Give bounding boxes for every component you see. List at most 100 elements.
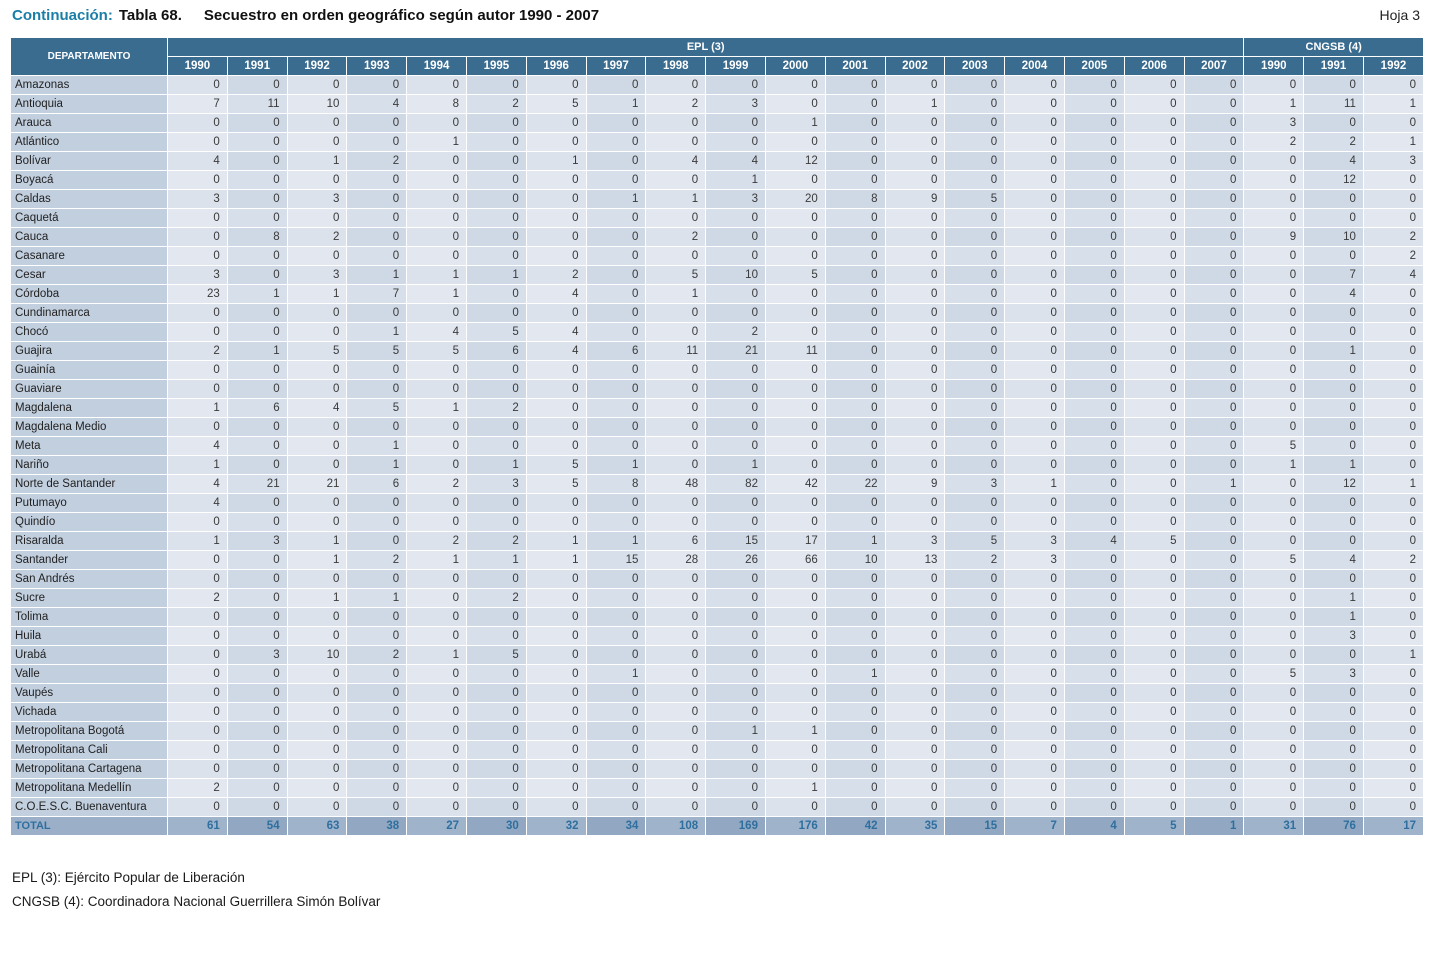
- value-cell: 0: [765, 95, 825, 113]
- value-cell: 2: [347, 551, 407, 569]
- value-cell: 0: [1244, 570, 1304, 588]
- department-cell: Boyacá: [11, 171, 167, 189]
- table-row: Cesar 3 0 3 1 1 1 2 0 5 10 5 0 0 0 0 0 0 0 0 7 4: [11, 266, 1423, 284]
- value-cell: 0: [885, 437, 945, 455]
- value-cell: 0: [586, 114, 646, 132]
- value-cell: 0: [1124, 627, 1184, 645]
- value-cell: 0: [287, 684, 347, 702]
- value-cell: 0: [466, 798, 526, 816]
- value-cell: 0: [1064, 779, 1124, 797]
- value-cell: 0: [1363, 608, 1423, 626]
- value-cell: 0: [407, 703, 466, 721]
- value-cell: 0: [526, 171, 586, 189]
- value-cell: 3: [706, 95, 765, 113]
- value-cell: 0: [287, 209, 347, 227]
- value-cell: 0: [1244, 399, 1304, 417]
- value-cell: 2: [347, 646, 407, 664]
- value-cell: 0: [287, 418, 347, 436]
- value-cell: 4: [706, 152, 765, 170]
- value-cell: 0: [586, 133, 646, 151]
- value-cell: 0: [706, 114, 765, 132]
- value-cell: 0: [1363, 741, 1423, 759]
- value-cell: 5: [1244, 551, 1304, 569]
- value-cell: 0: [526, 209, 586, 227]
- value-cell: 1: [168, 532, 227, 550]
- value-cell: 0: [885, 76, 945, 94]
- value-cell: 0: [885, 114, 945, 132]
- value-cell: 0: [1363, 684, 1423, 702]
- value-cell: 0: [227, 171, 287, 189]
- department-cell: Quindío: [11, 513, 167, 531]
- value-cell: 0: [1005, 133, 1064, 151]
- value-cell: 4: [407, 323, 466, 341]
- value-cell: 0: [825, 589, 885, 607]
- value-cell: 0: [945, 342, 1005, 360]
- value-cell: 1: [287, 532, 347, 550]
- total-value-cell: 42: [825, 817, 885, 835]
- value-cell: 0: [765, 380, 825, 398]
- value-cell: 0: [885, 513, 945, 531]
- value-cell: 0: [1124, 722, 1184, 740]
- value-cell: 1: [1184, 475, 1244, 493]
- value-cell: 0: [765, 627, 825, 645]
- value-cell: 0: [1184, 266, 1244, 284]
- value-cell: 0: [945, 76, 1005, 94]
- value-cell: 10: [1304, 228, 1363, 246]
- value-cell: 0: [885, 209, 945, 227]
- value-cell: 0: [1244, 285, 1304, 303]
- value-cell: 0: [407, 722, 466, 740]
- value-cell: 0: [945, 760, 1005, 778]
- value-cell: 5: [945, 190, 1005, 208]
- value-cell: 0: [347, 171, 407, 189]
- value-cell: 0: [466, 608, 526, 626]
- value-cell: 0: [407, 437, 466, 455]
- value-cell: 0: [945, 247, 1005, 265]
- value-cell: 0: [227, 247, 287, 265]
- value-cell: 0: [1124, 551, 1184, 569]
- value-cell: 1: [825, 665, 885, 683]
- value-cell: 0: [646, 418, 706, 436]
- value-cell: 0: [586, 760, 646, 778]
- total-value-cell: 31: [1244, 817, 1304, 835]
- value-cell: 5: [526, 95, 586, 113]
- value-cell: 0: [1064, 760, 1124, 778]
- value-cell: 2: [466, 399, 526, 417]
- value-cell: 0: [407, 589, 466, 607]
- value-cell: 0: [466, 703, 526, 721]
- value-cell: 0: [1124, 342, 1184, 360]
- value-cell: 0: [227, 741, 287, 759]
- department-cell: Caquetá: [11, 209, 167, 227]
- value-cell: 0: [885, 304, 945, 322]
- value-cell: 0: [1363, 380, 1423, 398]
- value-cell: 1: [646, 285, 706, 303]
- value-cell: 0: [706, 779, 765, 797]
- value-cell: 0: [1304, 209, 1363, 227]
- year-header: 1992: [1363, 57, 1423, 75]
- value-cell: 0: [1064, 380, 1124, 398]
- value-cell: 0: [646, 380, 706, 398]
- value-cell: 0: [1184, 437, 1244, 455]
- value-cell: 0: [825, 114, 885, 132]
- value-cell: 0: [646, 589, 706, 607]
- value-cell: 0: [1124, 779, 1184, 797]
- value-cell: 10: [287, 95, 347, 113]
- value-cell: 0: [1124, 152, 1184, 170]
- value-cell: 1: [347, 589, 407, 607]
- value-cell: 0: [1184, 399, 1244, 417]
- value-cell: 0: [825, 304, 885, 322]
- year-header: 2005: [1064, 57, 1124, 75]
- value-cell: 1: [1304, 456, 1363, 474]
- value-cell: 0: [1124, 418, 1184, 436]
- value-cell: 0: [825, 152, 885, 170]
- value-cell: 0: [825, 798, 885, 816]
- value-cell: 1: [1363, 95, 1423, 113]
- value-cell: 1: [347, 323, 407, 341]
- value-cell: 17: [765, 532, 825, 550]
- value-cell: 0: [586, 152, 646, 170]
- value-cell: 0: [945, 399, 1005, 417]
- value-cell: 0: [586, 494, 646, 512]
- value-cell: 0: [1124, 589, 1184, 607]
- value-cell: 3: [1005, 532, 1064, 550]
- value-cell: 0: [945, 608, 1005, 626]
- value-cell: 0: [825, 323, 885, 341]
